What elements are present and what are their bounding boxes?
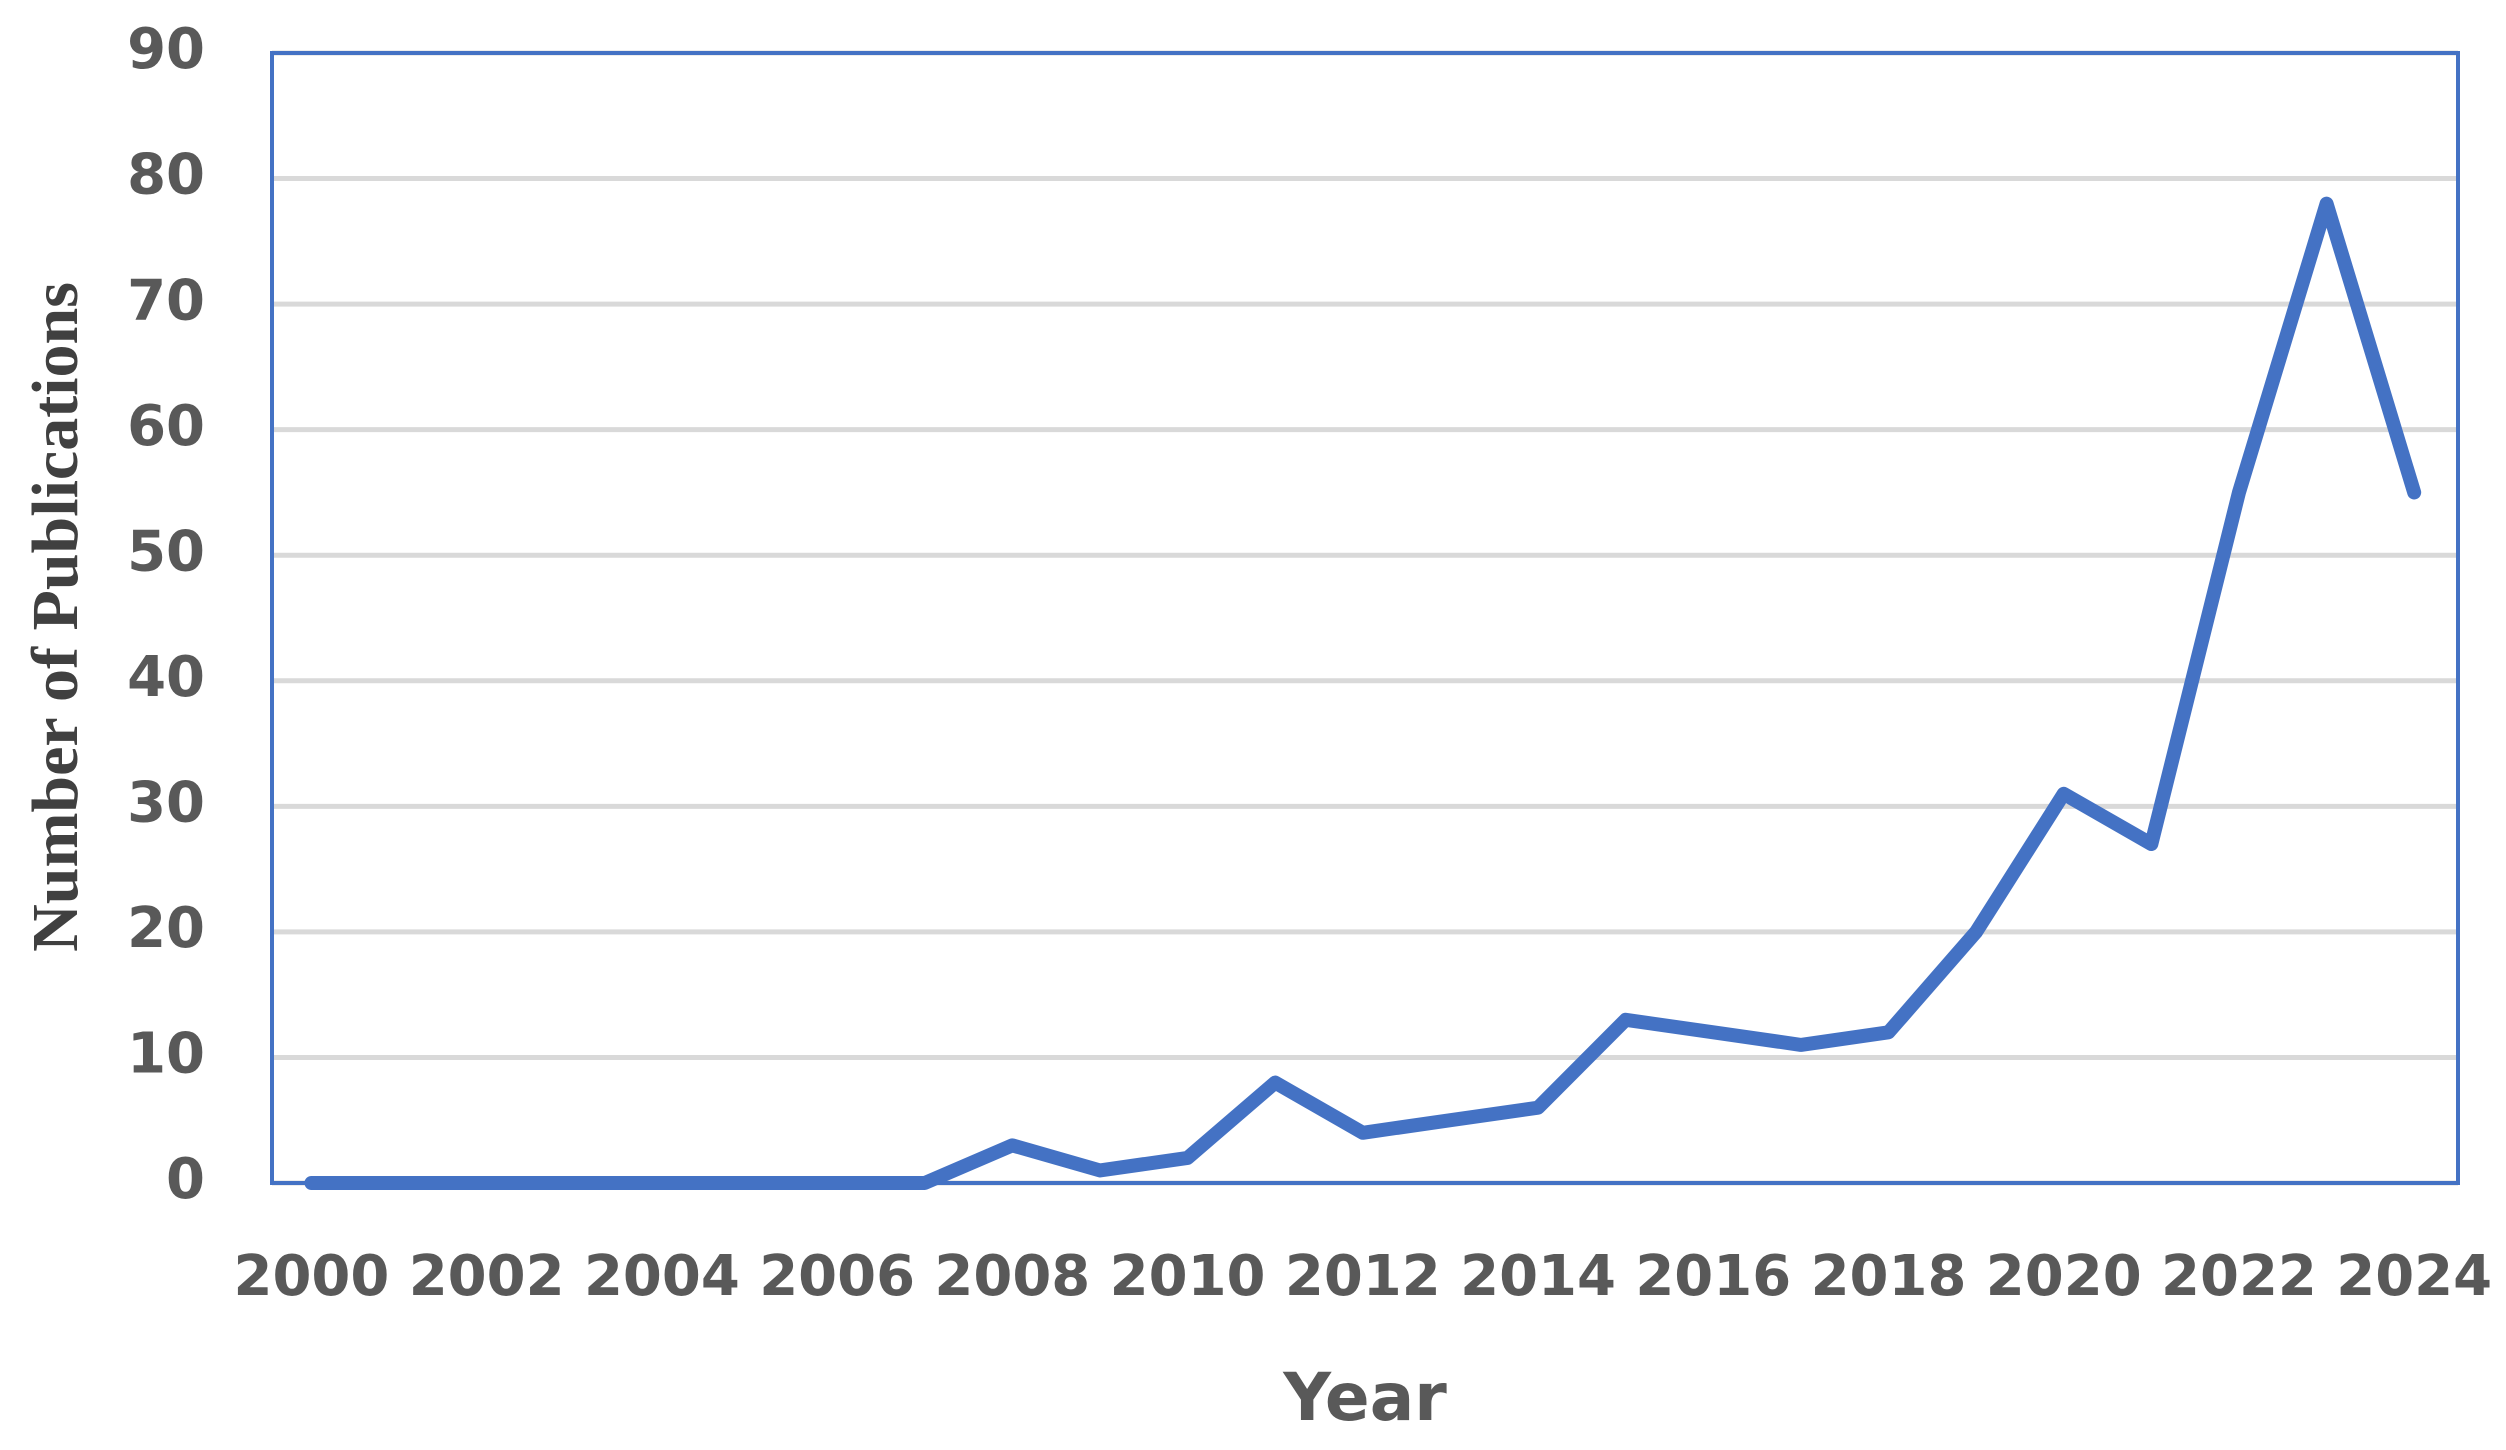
data-line — [304, 196, 2422, 1190]
y-axis-label: Number of Publications — [19, 282, 92, 952]
y-tick-label: 20 — [127, 896, 205, 961]
y-tick-label: 70 — [127, 268, 205, 333]
y-tick-label: 10 — [127, 1022, 205, 1087]
x-axis-label: Year — [1282, 1359, 1447, 1436]
x-tick-label: 2006 — [759, 1244, 915, 1309]
x-tick-label: 2022 — [2161, 1244, 2317, 1309]
y-tick-label: 50 — [127, 519, 205, 584]
x-tick-label: 2012 — [1285, 1244, 1441, 1309]
x-tick-label: 2020 — [1986, 1244, 2142, 1309]
plot-border — [270, 51, 2460, 1185]
y-tick-label: 60 — [127, 394, 205, 459]
x-tick-label: 2000 — [233, 1244, 389, 1309]
y-tick-label: 30 — [127, 770, 205, 835]
x-tick-label: 2018 — [1811, 1244, 1967, 1309]
y-tick-label: 80 — [127, 143, 205, 208]
x-tick-label: 2008 — [934, 1244, 1090, 1309]
x-tick-label: 2002 — [409, 1244, 565, 1309]
x-tick-label: 2024 — [2336, 1244, 2492, 1309]
y-tick-label: 0 — [166, 1147, 205, 1212]
x-tick-label: 2016 — [1635, 1244, 1791, 1309]
x-tick-label: 2014 — [1460, 1244, 1616, 1309]
x-tick-label: 2010 — [1110, 1244, 1266, 1309]
x-tick-label: 2004 — [584, 1244, 740, 1309]
y-tick-label: 40 — [127, 645, 205, 710]
y-tick-label: 90 — [127, 17, 205, 82]
